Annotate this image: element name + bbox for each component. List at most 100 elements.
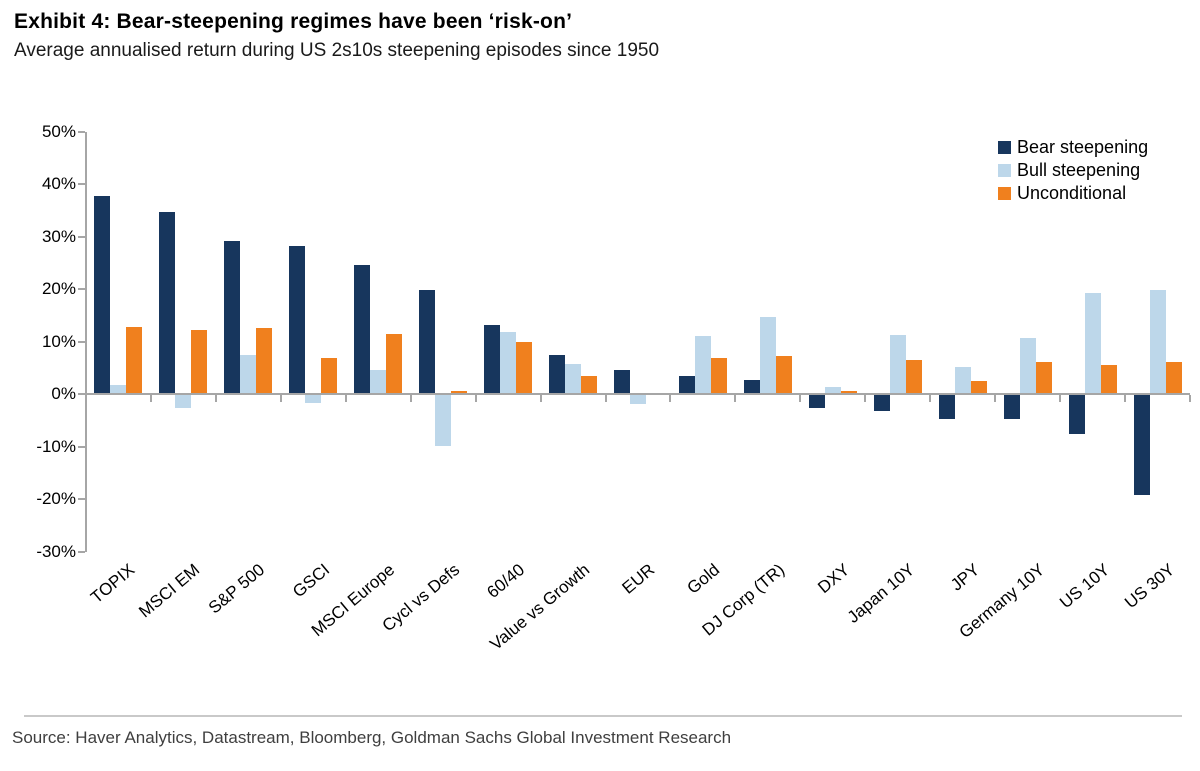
bar-bull-steepening-dxy (824, 387, 841, 393)
bar-unconditional-dj-corp-tr- (775, 356, 792, 393)
y-axis-label: -10% (36, 436, 76, 456)
legend-item: Bull steepening (998, 160, 1148, 180)
x-axis-category-label: S&P 500 (205, 560, 269, 618)
bar-bull-steepening-topix (110, 385, 127, 393)
bar-chart: 50% 40% 30% 20% 10% 0% -10% -20% -30% TOPIX MSCI E… (36, 121, 1191, 654)
x-axis-tick (604, 395, 607, 402)
bar-bear-steepening-s-p-500 (224, 240, 241, 393)
x-axis-tick (994, 395, 997, 402)
bar-unconditional-value-vs-growth (581, 375, 598, 393)
legend-label: Bear steepening (1017, 137, 1149, 157)
bar-bull-steepening-jpy (954, 366, 971, 393)
x-axis-category-label: JPY (946, 560, 983, 595)
bar-bull-steepening-us-30y (1149, 289, 1166, 393)
bar-unconditional-cycl-vs-defs (451, 391, 468, 393)
x-axis-line (86, 393, 1190, 395)
y-axis-tick (78, 130, 85, 133)
y-axis-tick (78, 393, 85, 395)
x-axis-tick (1189, 395, 1191, 402)
legend-label: Unconditional (1017, 183, 1127, 203)
bar-bear-steepening-gold (678, 376, 695, 393)
bar-bear-steepening-us-10y (1068, 395, 1085, 435)
x-axis-category-label: MSCI EM (135, 560, 204, 622)
bar-bear-steepening-germany-10y (1003, 395, 1020, 419)
y-axis-tick (78, 498, 85, 500)
bar-bear-steepening-msci-em (159, 211, 176, 393)
x-axis-category-label: GSCI (289, 560, 334, 602)
y-axis-tick (78, 288, 85, 290)
x-axis-tick (214, 395, 217, 402)
x-axis-tick (474, 395, 477, 402)
bar-bear-steepening-60-40 (484, 324, 501, 393)
bar-bull-steepening-s-p-500 (240, 355, 257, 393)
x-axis-category-label: US 10Y (1055, 560, 1113, 613)
legend-swatch-icon (998, 140, 1011, 154)
chart-title: Exhibit 4: Bear-steepening regimes have … (14, 10, 573, 33)
bar-bear-steepening-msci-europe (354, 265, 371, 393)
bar-unconditional-msci-europe (386, 334, 403, 393)
bar-unconditional-s-p-500 (256, 328, 273, 393)
y-axis-label: 10% (41, 331, 76, 351)
x-axis-category-label: TOPIX (87, 560, 139, 608)
bar-bear-steepening-cycl-vs-defs (419, 290, 436, 393)
bar-bear-steepening-value-vs-growth (549, 355, 566, 393)
bar-unconditional-dxy (840, 390, 857, 393)
bar-unconditional-germany-10y (1035, 361, 1052, 393)
y-axis-label: 50% (41, 121, 76, 141)
bar-bull-steepening-dj-corp-tr- (759, 316, 776, 393)
source-text: Source: Haver Analytics, Datastream, Blo… (12, 728, 732, 747)
bar-unconditional-us-30y (1165, 361, 1182, 393)
bar-bear-steepening-eur (614, 369, 630, 393)
y-axis-label: 0% (51, 384, 76, 403)
bar-bull-steepening-japan-10y (889, 335, 906, 393)
x-axis-tick (734, 395, 737, 402)
bar-bear-steepening-topix (94, 196, 111, 393)
y-axis-label: 40% (41, 174, 76, 193)
bar-bull-steepening-cycl-vs-defs (435, 395, 452, 447)
bar-bull-steepening-msci-em (175, 395, 192, 409)
y-axis-tick (78, 550, 85, 553)
bar-bull-steepening-value-vs-growth (565, 364, 582, 393)
bar-bear-steepening-jpy (938, 395, 955, 419)
bar-unconditional-topix (126, 326, 143, 393)
bar-bear-steepening-japan-10y (873, 395, 890, 411)
y-axis-line (85, 131, 87, 552)
bar-bull-steepening-us-10y (1084, 293, 1101, 393)
legend-swatch-icon (998, 163, 1011, 177)
legend-label: Bull steepening (1017, 160, 1141, 180)
bar-unconditional-us-10y (1100, 364, 1117, 393)
x-axis-tick (149, 395, 152, 402)
y-axis-tick (78, 183, 85, 185)
x-axis-tick (409, 395, 412, 402)
bar-bull-steepening-msci-europe (370, 369, 387, 393)
legend-swatch-icon (998, 186, 1011, 200)
bar-unconditional-gold (710, 358, 727, 393)
bar-unconditional-japan-10y (905, 360, 922, 393)
x-axis-tick (1059, 395, 1062, 402)
x-axis-category-label: US 30Y (1120, 560, 1178, 613)
x-axis-category-label: 60/40 (483, 560, 529, 602)
bar-bull-steepening-eur (630, 395, 646, 404)
x-axis-category-label: EUR (618, 560, 659, 598)
bar-bear-steepening-us-30y (1133, 395, 1150, 495)
bar-unconditional-60-40 (516, 342, 533, 393)
x-axis-category-label: Japan 10Y (843, 560, 918, 627)
bar-bear-steepening-dxy (808, 395, 825, 409)
bar-bear-steepening-gsci (289, 246, 306, 393)
legend-item: Bear steepening (998, 137, 1148, 157)
legend-item: Unconditional (998, 183, 1148, 203)
x-axis-tick (864, 395, 867, 402)
x-axis-category-label: Gold (683, 560, 724, 598)
x-axis-tick (279, 395, 282, 402)
bar-bull-steepening-gold (694, 335, 711, 393)
x-axis-tick (539, 395, 542, 402)
bar-bull-steepening-germany-10y (1019, 338, 1036, 393)
x-axis-tick (929, 395, 932, 402)
y-axis-tick (78, 445, 85, 448)
bar-unconditional-jpy (970, 381, 987, 393)
x-axis-tick (799, 395, 802, 402)
y-axis-label: -30% (36, 541, 76, 561)
footer-divider (24, 715, 1182, 717)
y-axis-tick (78, 340, 85, 343)
